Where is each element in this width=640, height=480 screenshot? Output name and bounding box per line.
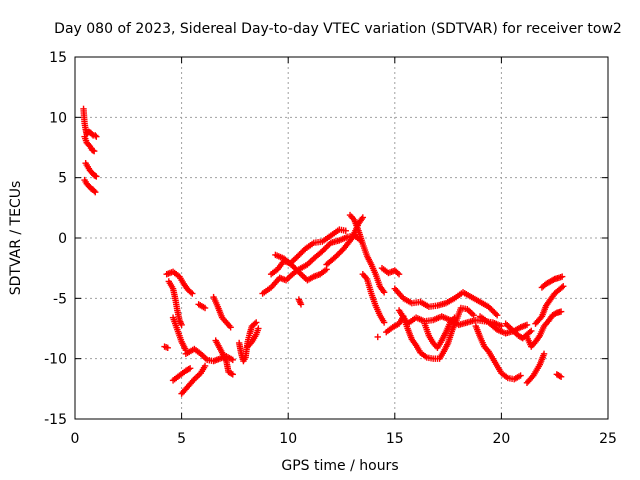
data-point bbox=[296, 269, 303, 276]
data-point bbox=[178, 321, 185, 329]
data-point bbox=[189, 290, 196, 297]
data-point bbox=[523, 321, 531, 329]
data-point bbox=[492, 310, 499, 318]
x-tick-label: 20 bbox=[492, 431, 510, 447]
data-point bbox=[201, 362, 209, 370]
data-point bbox=[528, 327, 535, 335]
data-point bbox=[493, 312, 501, 319]
x-tick-label: 15 bbox=[386, 431, 404, 447]
data-point bbox=[526, 328, 534, 336]
y-tick-label: 15 bbox=[49, 50, 67, 66]
data-point bbox=[297, 301, 305, 308]
data-point bbox=[187, 289, 195, 296]
y-tick-label: 0 bbox=[58, 231, 67, 247]
x-tick-labels: 0 5 10 15 20 25 bbox=[71, 431, 617, 447]
data-point bbox=[498, 322, 505, 330]
data-point bbox=[90, 147, 98, 155]
data-point bbox=[374, 333, 381, 341]
data-point bbox=[88, 131, 96, 138]
data-point bbox=[557, 308, 565, 315]
data-point bbox=[558, 284, 566, 291]
x-axis-label: GPS time / hours bbox=[281, 458, 398, 474]
y-tick-label: 5 bbox=[58, 171, 67, 187]
data-series bbox=[80, 105, 567, 397]
data-point bbox=[557, 373, 565, 380]
data-point bbox=[451, 314, 458, 321]
data-point bbox=[560, 283, 567, 290]
chart-title: Day 080 of 2023, Sidereal Day-to-day VTE… bbox=[54, 21, 622, 37]
data-point bbox=[556, 372, 563, 380]
data-point bbox=[93, 173, 100, 180]
data-point bbox=[92, 132, 99, 139]
data-point bbox=[92, 188, 99, 196]
data-point bbox=[255, 325, 262, 332]
data-point bbox=[93, 133, 100, 140]
y-tick-label: 10 bbox=[49, 110, 67, 126]
y-tick-label: -10 bbox=[44, 352, 67, 368]
data-point bbox=[229, 356, 236, 364]
data-point bbox=[228, 370, 235, 377]
x-tick-label: 10 bbox=[279, 431, 297, 447]
data-point bbox=[164, 344, 171, 352]
data-point bbox=[558, 273, 566, 280]
x-tick-label: 0 bbox=[71, 431, 80, 447]
axis-ticks bbox=[74, 56, 609, 420]
data-point bbox=[342, 227, 349, 234]
y-tick-label: -15 bbox=[44, 412, 67, 428]
data-point bbox=[540, 350, 548, 358]
data-point bbox=[227, 324, 234, 331]
y-tick-labels: -15 -10 -5 0 5 10 15 bbox=[44, 50, 67, 428]
data-point bbox=[552, 310, 559, 317]
data-point bbox=[395, 271, 403, 278]
data-point bbox=[253, 319, 260, 326]
data-point bbox=[517, 372, 524, 379]
x-tick-label: 5 bbox=[177, 431, 186, 447]
data-point bbox=[550, 276, 557, 284]
data-point bbox=[359, 214, 367, 221]
data-point bbox=[90, 187, 98, 195]
data-point bbox=[185, 365, 192, 373]
data-point bbox=[380, 319, 388, 326]
y-axis-label: SDTVAR / TECUs bbox=[8, 181, 24, 296]
data-point bbox=[380, 289, 388, 296]
data-point bbox=[470, 312, 477, 319]
data-point bbox=[201, 304, 209, 312]
data-point bbox=[229, 371, 236, 378]
x-tick-label: 25 bbox=[599, 431, 617, 447]
data-point bbox=[186, 365, 194, 372]
y-tick-label: -5 bbox=[53, 291, 67, 307]
data-point bbox=[251, 320, 258, 327]
data-point bbox=[394, 269, 401, 277]
